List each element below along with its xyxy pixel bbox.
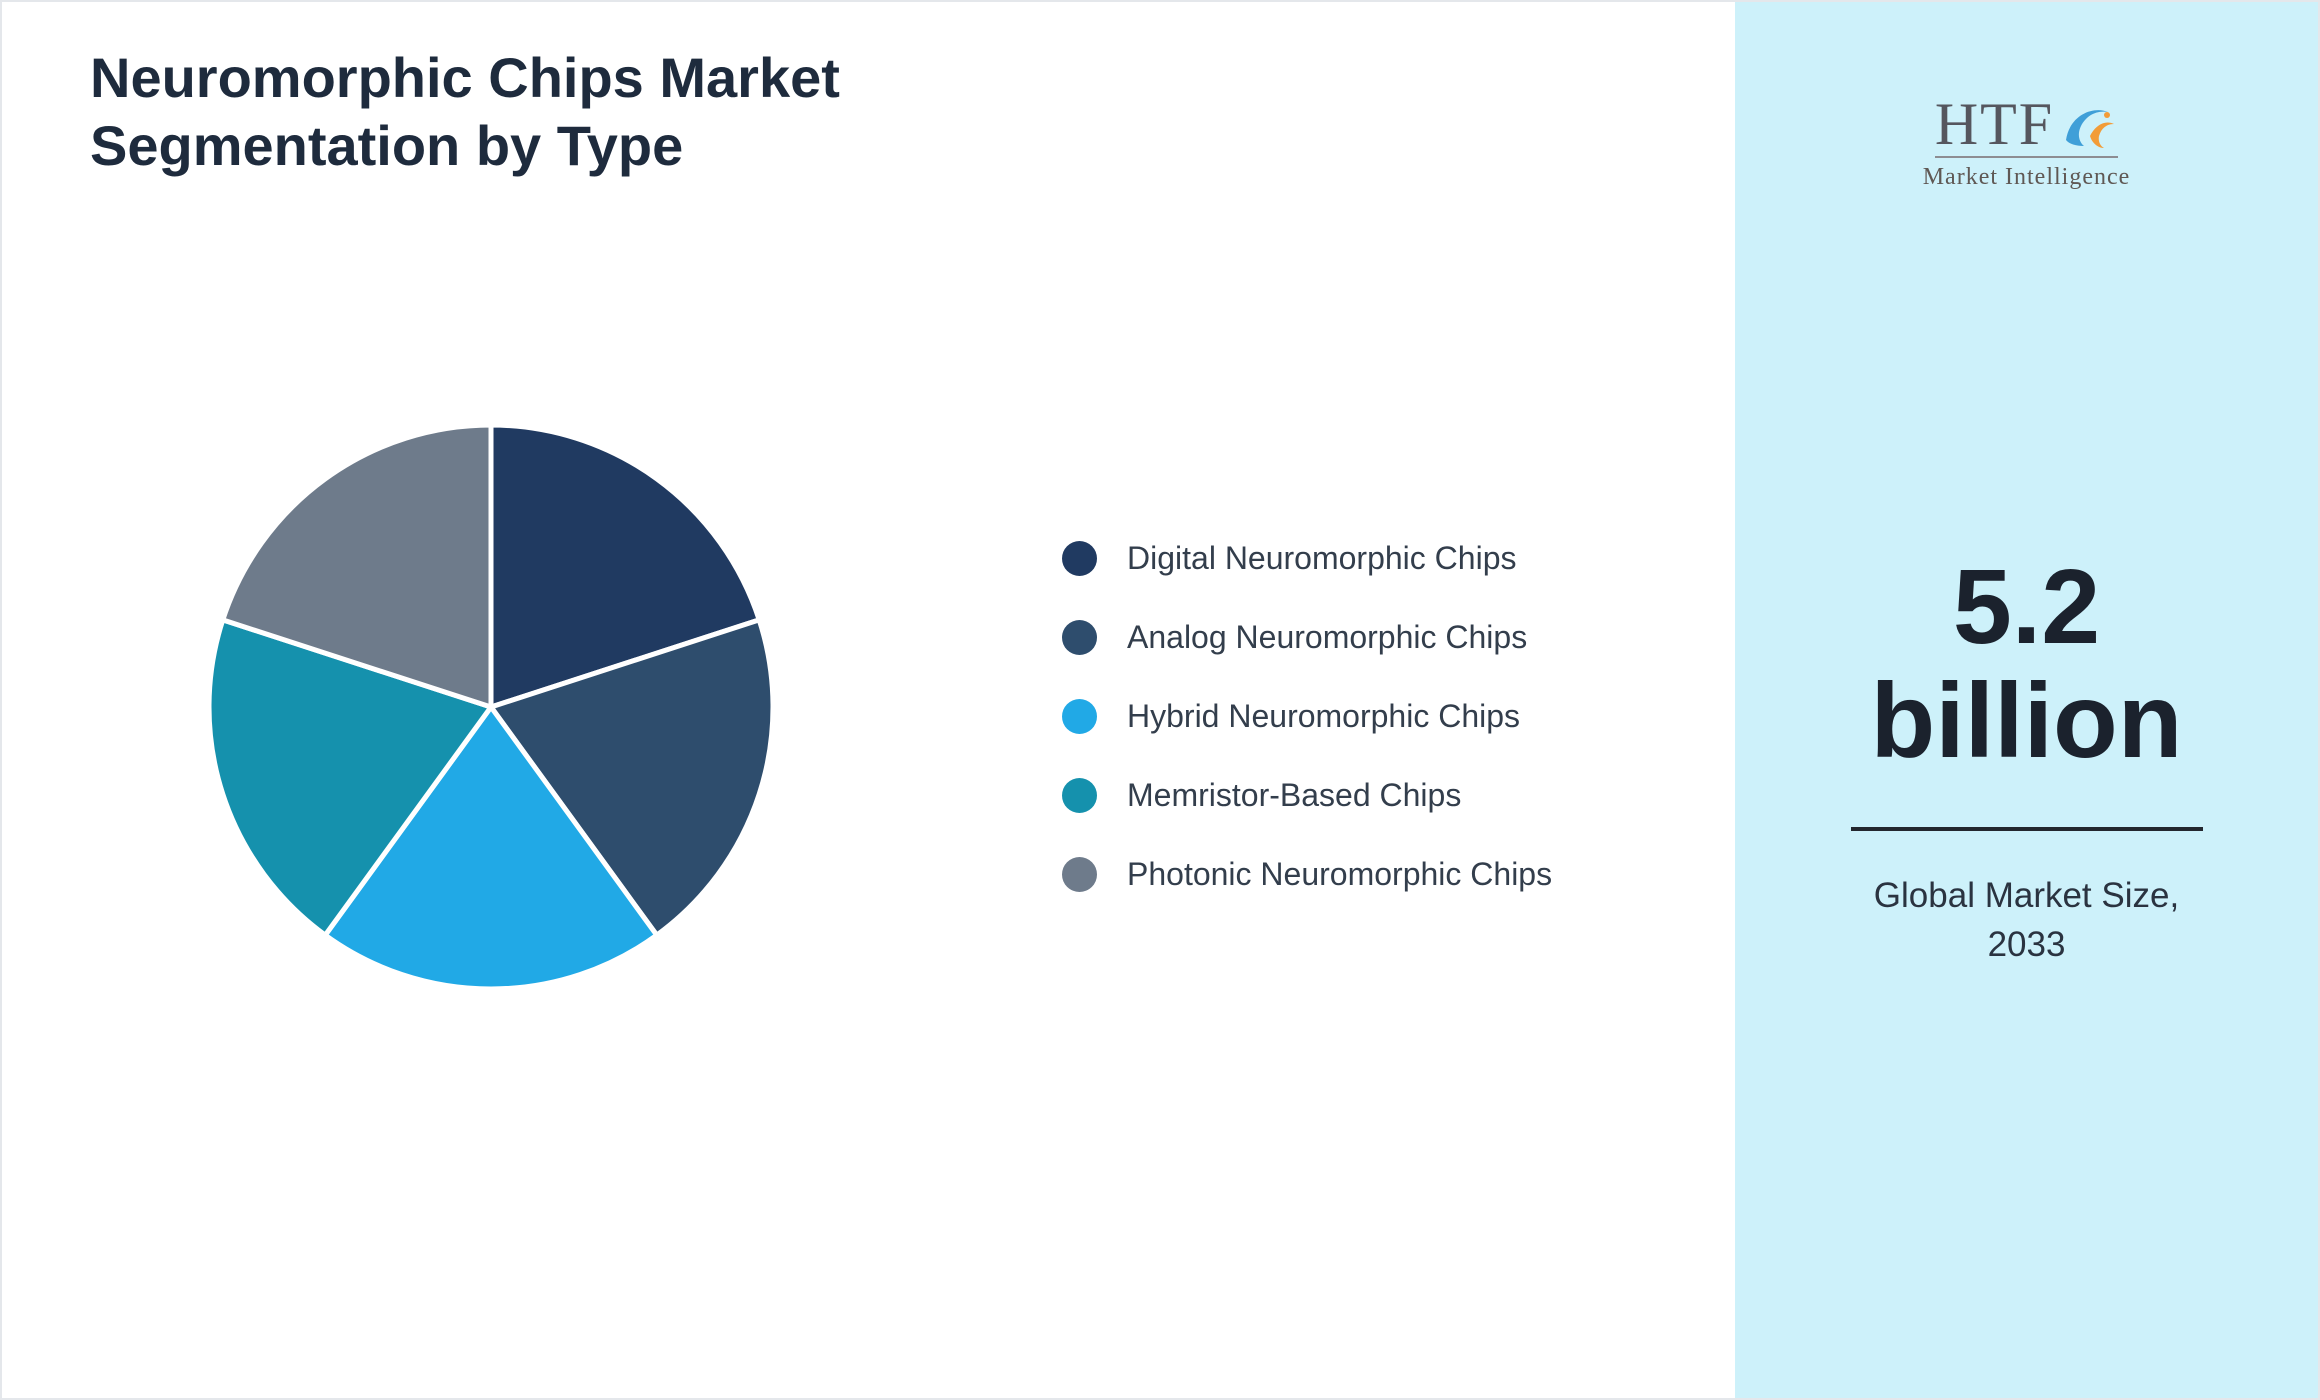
pie-slice-photonic-neuromorphic-chips xyxy=(220,422,494,710)
legend-item: Memristor-Based Chips xyxy=(1062,777,1552,814)
legend-item: Photonic Neuromorphic Chips xyxy=(1062,856,1552,893)
legend-item: Hybrid Neuromorphic Chips xyxy=(1062,698,1552,735)
page-title: Neuromorphic Chips Market Segmentation b… xyxy=(90,46,840,178)
legend-dot xyxy=(1062,857,1097,892)
htf-logo-row: HTF xyxy=(1934,91,2119,158)
pie-slice-hybrid-neuromorphic-chips xyxy=(322,704,660,992)
pie-slice-memristor-based-chips xyxy=(206,617,494,938)
legend-label: Memristor-Based Chips xyxy=(1127,777,1462,813)
legend-label: Digital Neuromorphic Chips xyxy=(1127,540,1517,576)
market-size-caption-line2: 2033 xyxy=(1987,924,2066,964)
legend-dot xyxy=(1062,778,1097,813)
htf-logo-subtext: Market Intelligence xyxy=(1922,164,2131,190)
pie-slice-analog-neuromorphic-chips xyxy=(488,617,776,938)
legend-label: Photonic Neuromorphic Chips xyxy=(1127,856,1553,892)
market-size-value-line2: billion xyxy=(1870,662,2183,781)
legend-label: Analog Neuromorphic Chips xyxy=(1127,619,1528,655)
legend-label: Hybrid Neuromorphic Chips xyxy=(1127,698,1521,734)
dolphin-icon xyxy=(2066,110,2115,148)
htf-logo-text: HTF xyxy=(1934,91,2055,157)
htf-logo: HTF Market Intelligence xyxy=(1735,94,2318,191)
market-size-value-line1: 5.2 xyxy=(1952,548,2101,666)
legend-item: Analog Neuromorphic Chips xyxy=(1062,619,1552,656)
legend-dot xyxy=(1062,699,1097,734)
legend-dot xyxy=(1062,541,1097,576)
market-size-caption-line1: Global Market Size, xyxy=(1873,875,2180,915)
pie-slice-digital-neuromorphic-chips xyxy=(488,422,762,710)
legend-dot xyxy=(1062,620,1097,655)
sidebar: HTF Market Intelligence 5.2 billion Glob… xyxy=(1735,2,2318,1398)
pie-chart xyxy=(206,422,776,992)
market-size-block: 5.2 billion Global Market Size, 2033 xyxy=(1735,550,2318,969)
legend: Digital Neuromorphic Chips Analog Neuromo… xyxy=(1062,540,1552,935)
legend-item: Digital Neuromorphic Chips xyxy=(1062,540,1552,577)
divider-line xyxy=(1850,826,2203,831)
